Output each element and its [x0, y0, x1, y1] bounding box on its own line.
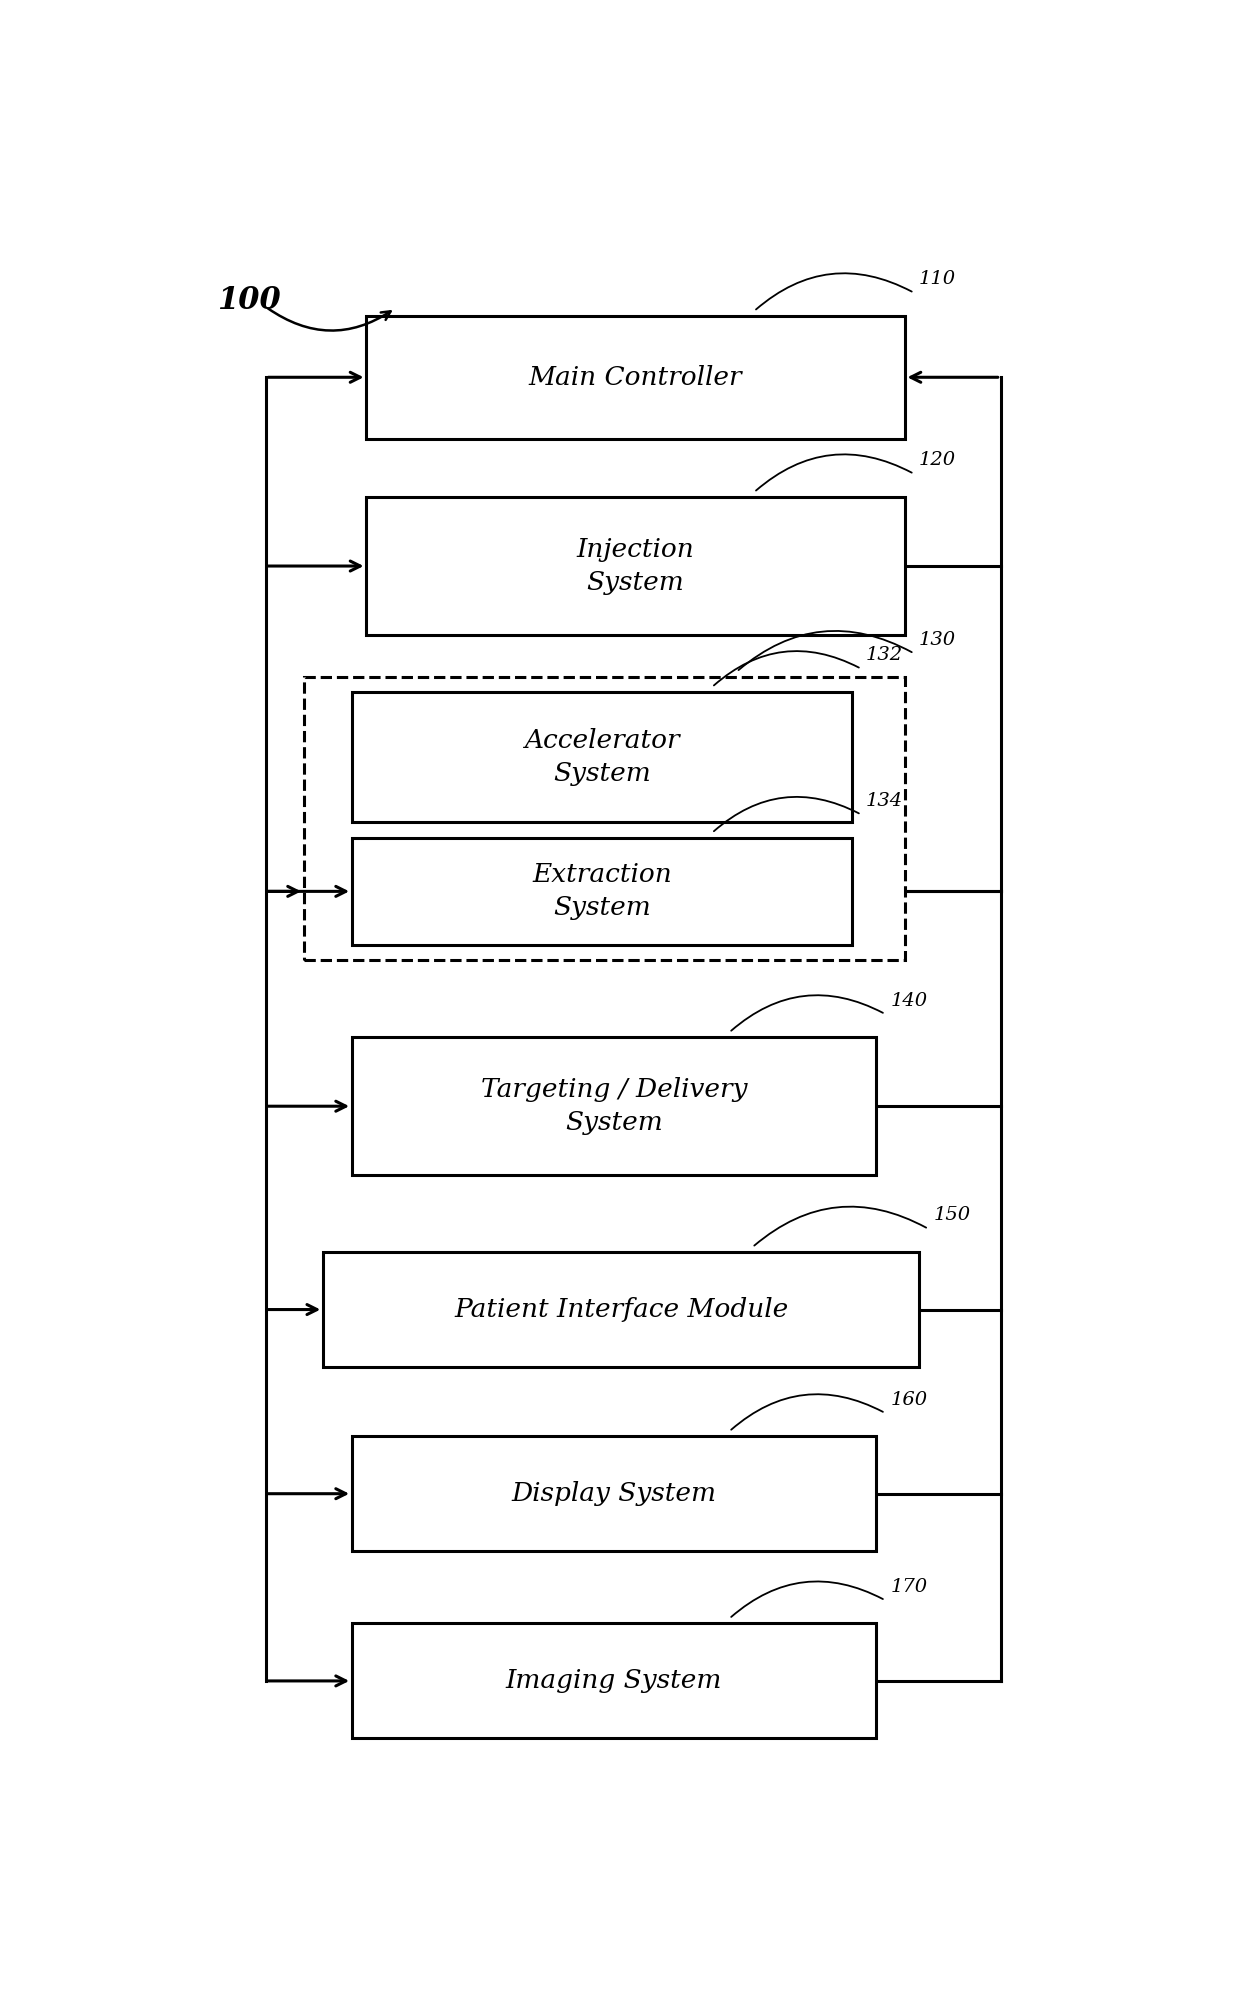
Text: Accelerator
System: Accelerator System	[525, 727, 680, 785]
Bar	[367, 317, 905, 438]
Text: Patient Interface Module: Patient Interface Module	[454, 1297, 789, 1321]
Bar	[352, 837, 852, 945]
Text: Injection
System: Injection System	[577, 536, 694, 596]
Text: 134: 134	[866, 791, 903, 809]
Text: Main Controller: Main Controller	[528, 365, 743, 391]
Bar	[352, 1437, 875, 1551]
Text: 160: 160	[890, 1391, 928, 1409]
Text: 132: 132	[866, 646, 903, 664]
Text: Extraction
System: Extraction System	[532, 863, 672, 921]
Bar	[367, 496, 905, 636]
Bar	[304, 676, 905, 961]
Bar	[352, 1624, 875, 1738]
Bar	[324, 1252, 919, 1367]
Bar	[352, 692, 852, 823]
Text: 110: 110	[919, 271, 956, 289]
Text: 120: 120	[919, 450, 956, 470]
Text: 170: 170	[890, 1578, 928, 1596]
Text: 150: 150	[934, 1206, 971, 1224]
Text: 140: 140	[890, 993, 928, 1010]
Text: Imaging System: Imaging System	[506, 1668, 722, 1694]
Text: 130: 130	[919, 632, 956, 650]
Bar	[352, 1036, 875, 1176]
Text: Targeting / Delivery
System: Targeting / Delivery System	[481, 1076, 748, 1136]
Text: 100: 100	[217, 285, 281, 317]
Text: Display System: Display System	[511, 1481, 717, 1507]
